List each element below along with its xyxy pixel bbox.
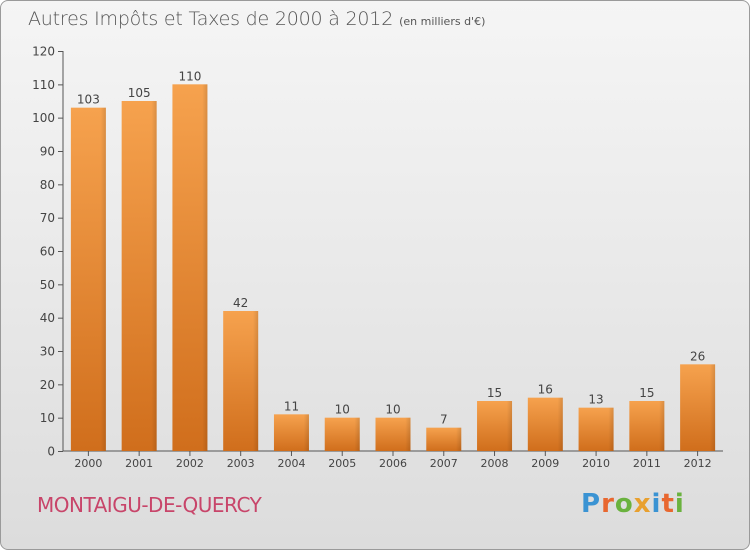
- bars: [70, 84, 716, 452]
- title-text: Autres Impôts et Taxes de 2000 à 2012: [28, 8, 394, 30]
- bar-value-label: 105: [128, 86, 151, 100]
- bar-shade: [223, 311, 259, 451]
- y-tick-label: 60: [40, 245, 55, 259]
- y-tick-label: 120: [32, 45, 55, 59]
- y-tick-label: 100: [32, 111, 55, 125]
- y-tick-label: 110: [32, 78, 55, 92]
- y-tick-label: 40: [40, 311, 55, 325]
- logo-letter: P: [581, 489, 602, 519]
- y-tick-label: 80: [40, 178, 55, 192]
- bar-shade: [324, 417, 360, 451]
- bar-value-label: 15: [639, 386, 654, 400]
- logo-letter: o: [614, 489, 634, 519]
- x-tick-label: 2000: [74, 457, 102, 470]
- bar-value-label: 110: [178, 69, 201, 83]
- x-tick-label: 2002: [176, 457, 204, 470]
- bar-shade: [680, 364, 716, 451]
- bar-shade: [70, 107, 106, 452]
- bar-value-label: 103: [77, 93, 100, 107]
- bar-shade: [629, 401, 665, 451]
- x-tick-label: 2010: [582, 457, 610, 470]
- y-tick-label: 70: [40, 211, 55, 225]
- bar-value-label: 16: [538, 383, 553, 397]
- x-tick-label: 2011: [633, 457, 661, 470]
- y-tick-label: 50: [40, 278, 55, 292]
- chart-title: Autres Impôts et Taxes de 2000 à 2012 (en…: [28, 8, 485, 30]
- y-tick-label: 10: [40, 411, 55, 425]
- bar-value-label: 10: [385, 403, 400, 417]
- logo-letter: x: [633, 489, 652, 519]
- y-tick-label: 30: [40, 345, 55, 359]
- proxiti-logo: Proxiti: [581, 489, 685, 519]
- x-tick-label: 2012: [684, 457, 712, 470]
- x-tick-label: 2003: [227, 457, 255, 470]
- bar-value-label: 13: [588, 393, 603, 407]
- commune-name: MONTAIGU-DE-QUERCY: [37, 493, 262, 517]
- x-tick-label: 2001: [125, 457, 153, 470]
- x-tick-label: 2008: [481, 457, 509, 470]
- logo-letter: i: [651, 489, 662, 519]
- bar-value-label: 26: [690, 349, 705, 363]
- data-labels: 103 2000 105 2001 110 2002 42 2003 11 2004 10 2005 1…: [74, 69, 711, 470]
- bar-value-label: 15: [487, 386, 502, 400]
- x-tick-label: 2005: [328, 457, 356, 470]
- bar-shade: [578, 407, 614, 451]
- bar-shade: [121, 101, 157, 451]
- logo-letter: r: [601, 489, 615, 519]
- x-tick-label: 2007: [430, 457, 458, 470]
- bar-shade: [273, 414, 309, 451]
- bar-shade: [477, 401, 513, 451]
- y-tick-label: 0: [47, 445, 55, 459]
- bar-shade: [172, 84, 208, 451]
- bar-shade: [426, 427, 462, 451]
- bar-value-label: 42: [233, 296, 248, 310]
- logo-letter: i: [674, 489, 685, 519]
- logo-letter: t: [661, 489, 675, 519]
- x-tick-label: 2004: [277, 457, 305, 470]
- y-tick-label: 20: [40, 378, 55, 392]
- x-tick-label: 2006: [379, 457, 407, 470]
- y-tick-label: 90: [40, 145, 55, 159]
- bar-shade: [375, 417, 411, 451]
- bar-value-label: 11: [284, 399, 299, 413]
- bar-value-label: 10: [335, 403, 350, 417]
- x-tick-label: 2009: [531, 457, 559, 470]
- subtitle-text: (en milliers d'€): [399, 15, 486, 28]
- bar-value-label: 7: [440, 413, 448, 427]
- bar-shade: [527, 397, 563, 451]
